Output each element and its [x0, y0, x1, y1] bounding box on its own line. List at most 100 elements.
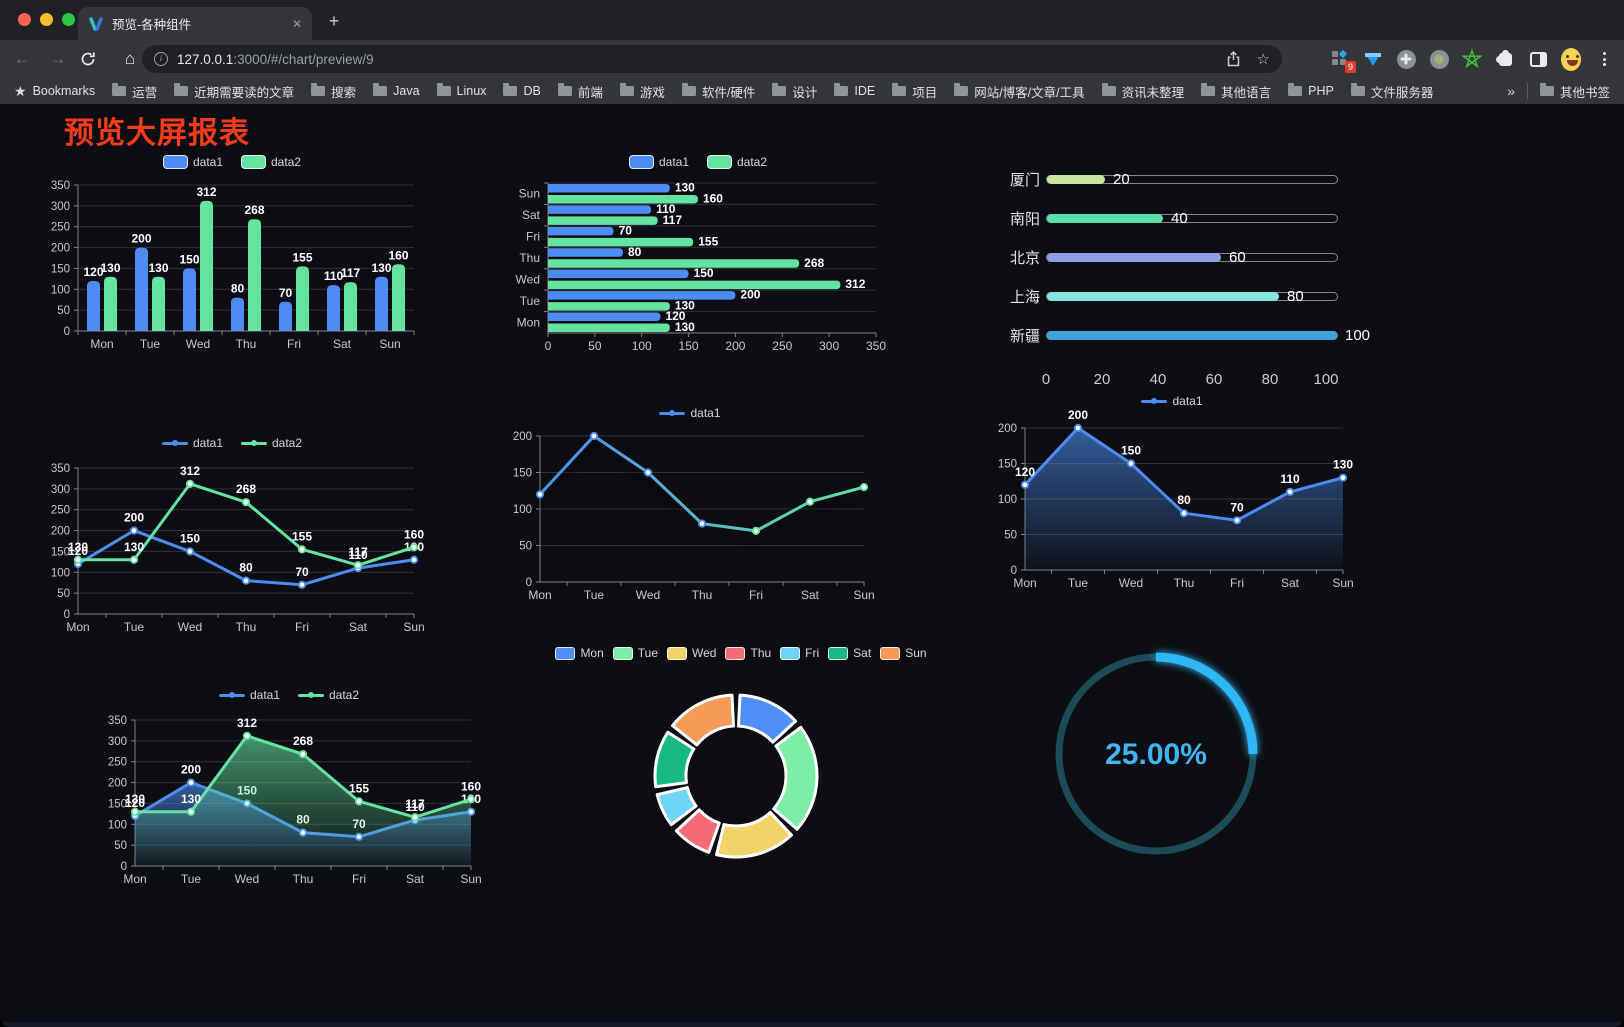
svg-text:155: 155: [292, 529, 312, 543]
gauge-chart[interactable]: 25.00%: [1036, 632, 1280, 876]
svg-text:Thu: Thu: [236, 337, 257, 351]
grouped-bar-chart[interactable]: data1 data2 0 50 100 150 200 250 300 350 Mon Tue Wed…: [40, 149, 424, 365]
bookmark-folder[interactable]: 软件/硬件: [681, 82, 755, 101]
legend-item[interactable]: data2: [707, 155, 767, 169]
chart-legend: data1: [500, 400, 880, 426]
tab-close-icon[interactable]: ✕: [291, 16, 302, 31]
extension-record-icon[interactable]: [1429, 49, 1449, 69]
legend-item[interactable]: data1: [628, 155, 689, 169]
donut-chart[interactable]: Mon Tue Wed Thu Fri Sat Sun: [545, 640, 937, 866]
minimize-window-button[interactable]: [40, 13, 53, 26]
new-tab-button[interactable]: +: [328, 11, 340, 31]
progress-value: 80: [1287, 288, 1304, 305]
legend-item[interactable]: data1: [218, 688, 280, 702]
legend-item[interactable]: data1: [1141, 394, 1203, 408]
site-info-icon[interactable]: i: [154, 52, 168, 66]
bookmark-star-icon[interactable]: ☆: [1256, 51, 1270, 68]
svg-text:250: 250: [108, 757, 127, 769]
dual-line-chart[interactable]: data1 data2 0 50 100 150 200 250 300 350 Mon Tue Wed…: [40, 430, 425, 648]
dashboard-page: 预览大屏报表 data1 data2 0 50 100 150 200 250 300 350 Mo…: [0, 104, 1624, 1027]
legend-item[interactable]: Sat: [828, 646, 871, 660]
single-area-chart[interactable]: data1 0 50 100 150 200 Mon Tue Wed Thu Fri Sat Sun 12…: [985, 388, 1359, 604]
profile-avatar[interactable]: [1561, 47, 1581, 71]
svg-text:Wed: Wed: [235, 872, 259, 886]
address-bar[interactable]: i 127.0.0.1 :3000/#/chart/preview/9 ☆: [142, 45, 1282, 73]
legend-item[interactable]: Wed: [667, 646, 716, 660]
bookmark-folder-list: 运营 近期需要读的文章 搜索 Java Linux DB 前端 游戏 软件/硬件 设计 IDE 项目网…: [112, 82, 1433, 101]
progress-row: 北京 60: [1000, 238, 1356, 277]
svg-text:Thu: Thu: [236, 620, 257, 634]
svg-text:268: 268: [244, 203, 264, 217]
svg-text:Wed: Wed: [636, 588, 660, 602]
legend-item[interactable]: Mon: [555, 646, 604, 660]
browser-tab[interactable]: 预览-各种组件 ✕: [78, 7, 312, 40]
dual-area-chart[interactable]: data1 data2 0 50 100 150 200 250 300 350 Mon Tue Wed…: [95, 682, 483, 900]
bookmark-folder[interactable]: PHP: [1288, 82, 1334, 101]
legend-item[interactable]: Thu: [725, 646, 771, 660]
folder-icon: [557, 83, 572, 96]
extension-star-icon[interactable]: [1461, 48, 1483, 69]
legend-item[interactable]: data2: [298, 688, 359, 702]
legend-item[interactable]: Tue: [612, 646, 658, 660]
gradient-line-chart[interactable]: data1 0 50 100 150 200 Mon Tue Wed Thu Fri Sat Sun: [500, 400, 880, 616]
close-window-button[interactable]: [18, 13, 31, 26]
svg-text:50: 50: [57, 305, 70, 317]
bookmark-folder[interactable]: 近期需要读的文章: [174, 82, 294, 101]
bookmark-folder[interactable]: 设计: [772, 82, 817, 101]
back-button[interactable]: ←: [13, 49, 31, 68]
chart-legend: data1 data2: [95, 682, 483, 708]
bookmark-folder[interactable]: 游戏: [619, 82, 665, 101]
bookmark-folder[interactable]: 文件服务器: [1350, 82, 1433, 101]
tab-bar: 预览-各种组件 ✕ +: [0, 0, 1624, 40]
legend-item[interactable]: data2: [241, 155, 301, 169]
zoom-window-button[interactable]: [62, 13, 75, 26]
svg-text:120: 120: [83, 265, 103, 279]
svg-text:Tue: Tue: [181, 872, 202, 886]
svg-text:117: 117: [405, 797, 425, 811]
svg-text:150: 150: [179, 252, 199, 266]
svg-text:130: 130: [675, 299, 695, 313]
bookmark-folder[interactable]: 网站/博客/文章/工具: [954, 82, 1085, 101]
svg-text:100: 100: [51, 284, 70, 296]
bookmark-folder[interactable]: 运营: [112, 82, 157, 101]
browser-menu-icon[interactable]: [1594, 49, 1614, 69]
home-button[interactable]: ⌂: [124, 49, 136, 68]
bookmark-folder[interactable]: 项目: [892, 82, 937, 101]
progress-row: 上海 80: [1000, 277, 1356, 316]
svg-text:Wed: Wed: [186, 337, 210, 351]
legend-item[interactable]: Sun: [880, 646, 927, 660]
bookmark-folder[interactable]: 资讯未整理: [1101, 82, 1184, 101]
progress-label: 厦门: [1009, 172, 1040, 189]
legend-item[interactable]: Fri: [780, 646, 819, 660]
legend-item[interactable]: data1: [161, 436, 223, 450]
bookmark-folder[interactable]: 其他语言: [1201, 82, 1271, 101]
svg-text:Sat: Sat: [1281, 576, 1300, 590]
extension-blocks-icon[interactable]: 9: [1330, 49, 1356, 73]
other-bookmarks-folder[interactable]: 其他书签: [1539, 82, 1610, 101]
horizontal-bar-chart[interactable]: data1 data2 0 50 100 150 200 250 300 350 Mon Tue Wed…: [504, 149, 892, 367]
extensions-puzzle-icon[interactable]: [1495, 49, 1515, 69]
svg-text:130: 130: [181, 792, 201, 806]
svg-text:160: 160: [461, 779, 481, 793]
legend-item[interactable]: data1: [659, 406, 721, 420]
reload-button[interactable]: [80, 51, 108, 67]
extension-cross-icon[interactable]: [1396, 49, 1416, 69]
side-panel-icon[interactable]: [1528, 49, 1548, 69]
bookmarks-overflow-chevron[interactable]: »: [1507, 83, 1515, 99]
bookmark-folder[interactable]: DB: [503, 82, 541, 101]
svg-text:130: 130: [675, 320, 695, 334]
legend-item[interactable]: data2: [241, 436, 302, 450]
folder-icon: [834, 83, 849, 96]
extension-gem-icon[interactable]: [1363, 49, 1383, 69]
legend-item[interactable]: data1: [162, 155, 223, 169]
bookmark-folder[interactable]: IDE: [834, 82, 875, 101]
progress-bar-chart[interactable]: 厦门 20 南阳 40 北京 60 上海 80 新疆 100 0 20 40 60 80 100: [1000, 150, 1370, 395]
bookmark-folder[interactable]: Java: [373, 82, 420, 101]
bookmark-folder[interactable]: 搜索: [311, 82, 356, 101]
svg-text:50: 50: [114, 840, 127, 852]
bookmarks-manager-item[interactable]: ★ Bookmarks: [14, 82, 96, 99]
forward-button[interactable]: →: [49, 49, 67, 68]
bookmark-folder[interactable]: Linux: [436, 82, 486, 101]
bookmark-folder[interactable]: 前端: [557, 82, 603, 101]
share-icon[interactable]: [1226, 50, 1241, 67]
